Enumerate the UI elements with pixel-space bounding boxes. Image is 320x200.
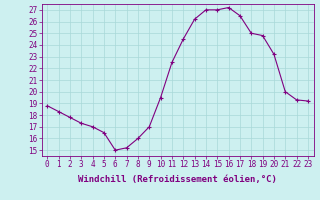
X-axis label: Windchill (Refroidissement éolien,°C): Windchill (Refroidissement éolien,°C) — [78, 175, 277, 184]
